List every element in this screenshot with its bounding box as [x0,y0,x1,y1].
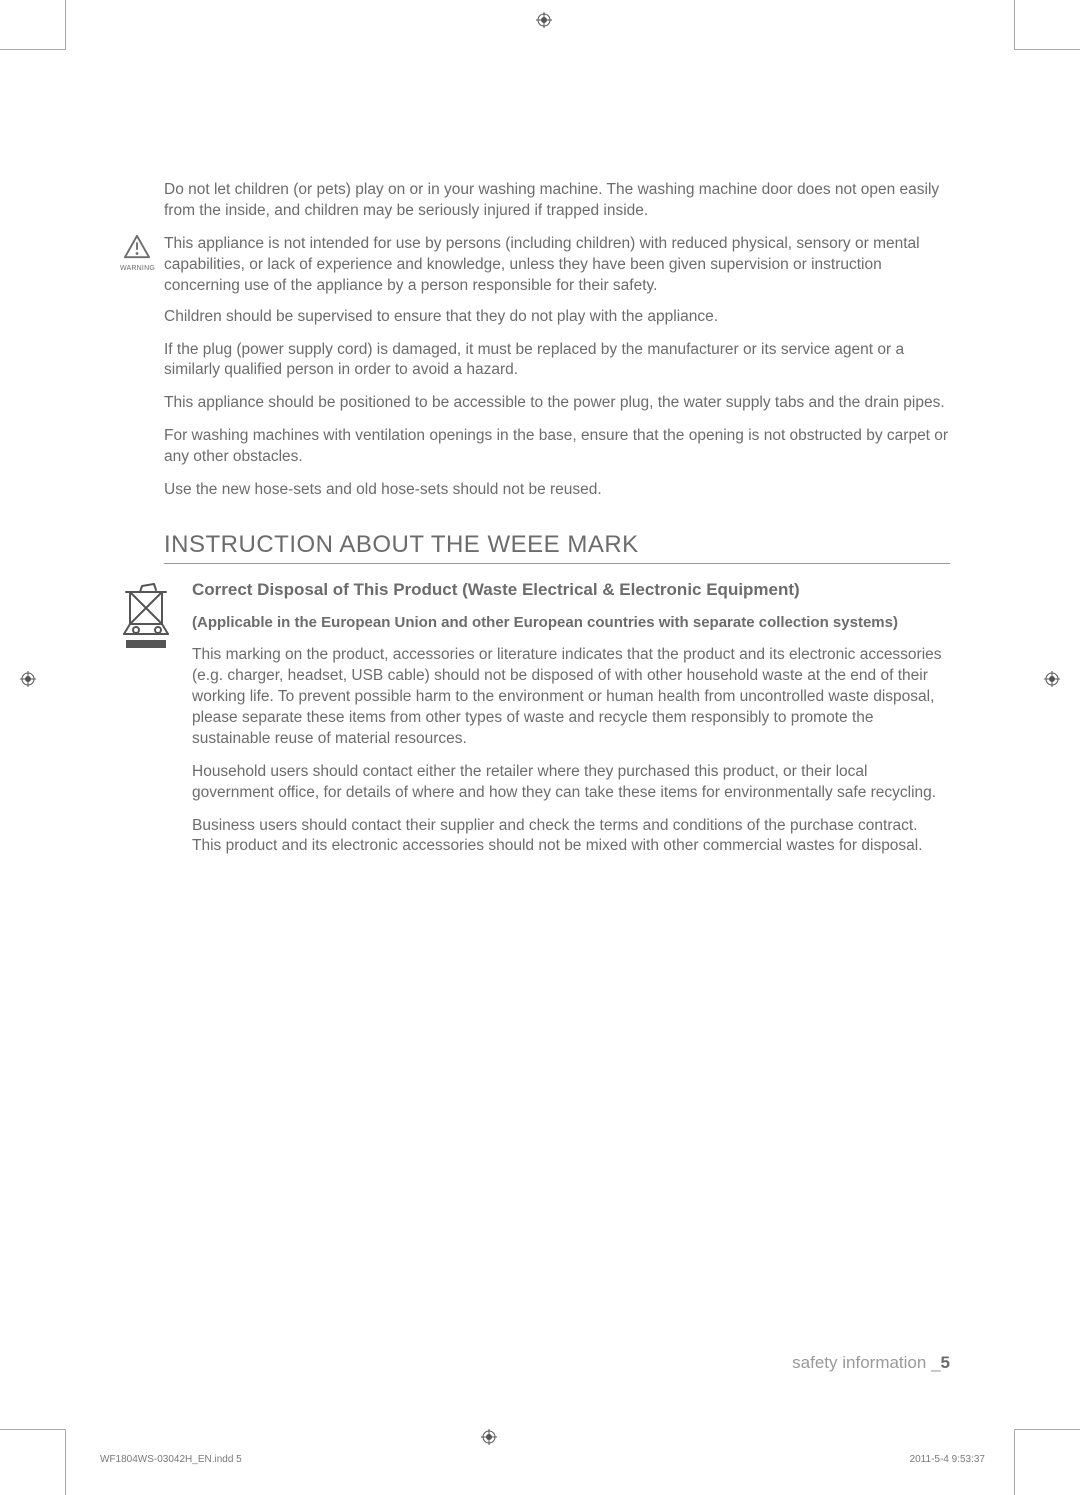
safety-paragraph: If the plug (power supply cord) is damag… [164,340,950,382]
safety-paragraph: Use the new hose-sets and old hose-sets … [164,480,950,501]
registration-mark-top-icon [536,12,552,28]
safety-paragraph: For washing machines with ventilation op… [164,426,950,468]
weee-bin-icon [120,580,172,657]
page-footer: safety information _5 [792,1353,950,1373]
warning-icon: WARNING [120,234,154,272]
print-timestamp: 2011-5-4 9:53:37 [910,1454,985,1465]
indesign-filename: WF1804WS-03042H_EN.indd 5 [100,1454,242,1465]
safety-paragraph: This appliance is not intended for use b… [164,234,950,297]
weee-paragraph: This marking on the product, accessories… [192,645,950,750]
registration-mark-right-icon [1044,671,1060,687]
footer-page-number: 5 [941,1353,950,1372]
weee-paragraph: Business users should contact their supp… [192,816,950,858]
crop-mark [1014,1429,1015,1495]
crop-mark [0,1429,66,1430]
warning-label: WARNING [120,265,154,272]
safety-paragraph: Children should be supervised to ensure … [164,307,950,328]
safety-paragraph: This appliance should be positioned to b… [164,393,950,414]
footer-text: safety information _ [792,1353,940,1372]
weee-text: Correct Disposal of This Product (Waste … [192,580,950,869]
crop-mark [1014,0,1015,50]
crop-mark [0,49,66,50]
crop-mark [1014,1429,1080,1430]
registration-mark-left-icon [20,671,36,687]
weee-subtitle: (Applicable in the European Union and ot… [192,614,950,631]
crop-mark [1014,49,1080,50]
weee-title: Correct Disposal of This Product (Waste … [192,580,950,600]
weee-paragraph: Household users should contact either th… [192,762,950,804]
weee-block: Correct Disposal of This Product (Waste … [120,580,950,869]
crop-mark [65,1429,66,1495]
warning-block: WARNING This appliance is not intended f… [120,234,950,297]
registration-mark-bottom-icon [481,1429,497,1445]
page-content: Do not let children (or pets) play on or… [120,180,950,869]
safety-paragraph: Do not let children (or pets) play on or… [164,180,950,222]
section-heading: INSTRUCTION ABOUT THE WEEE MARK [164,531,950,564]
crop-mark [65,0,66,50]
